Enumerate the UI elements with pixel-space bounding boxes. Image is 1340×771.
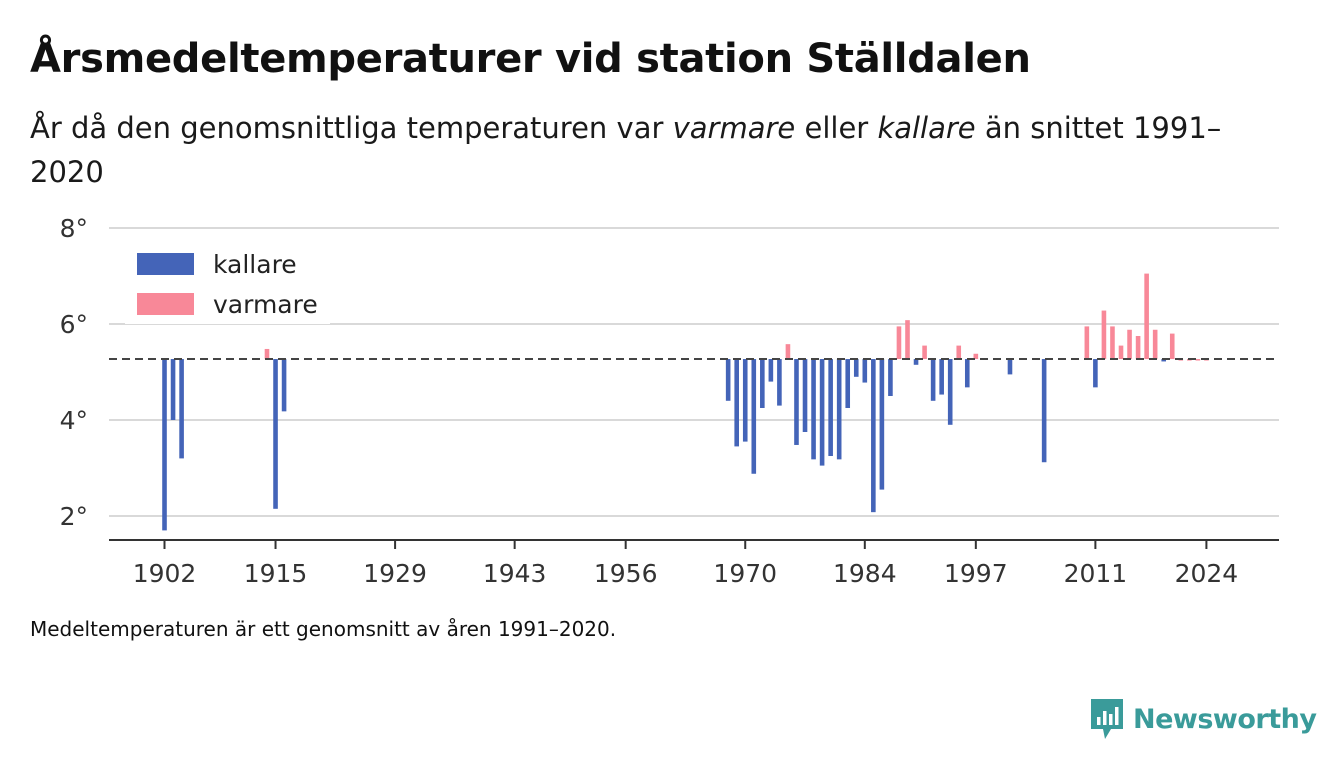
newsworthy-logo-icon <box>1091 699 1123 739</box>
bar-colder-1993 <box>939 359 944 395</box>
bar-colder-1982 <box>845 359 851 408</box>
bar-colder-1969 <box>734 359 740 447</box>
x-tick-label: 1997 <box>944 559 1008 588</box>
legend-swatch-varmare <box>137 293 194 315</box>
chart-title: Årsmedeltemperaturer vid station Ställda… <box>30 36 1031 82</box>
y-axis-labels: 2° 4° 6° 8° <box>60 214 88 531</box>
bar-colder-1974 <box>777 359 782 406</box>
bar-colder-1971 <box>751 359 757 474</box>
bar-colder-1987 <box>888 359 893 396</box>
bar-colder-1968 <box>725 359 731 401</box>
grid-lines <box>109 227 1279 517</box>
brand-name: Newsworthy <box>1133 703 1317 735</box>
bar-colder-1980 <box>828 359 833 456</box>
x-tick-label: 1929 <box>363 559 427 588</box>
bar-colder-1903 <box>170 359 176 420</box>
bar-warmer-2020 <box>1169 333 1175 360</box>
bar-colder-2005 <box>1041 359 1047 463</box>
x-tick-label: 2011 <box>1064 559 1128 588</box>
bar-colder-1996 <box>964 359 970 388</box>
subtitle-text: än snittet 1991–2020 <box>30 111 1222 189</box>
bar-colder-2001 <box>1007 359 1013 375</box>
bar-warmer-1988 <box>896 326 902 360</box>
bar-colder-1992 <box>930 359 936 401</box>
brand-logo: Newsworthy <box>1089 697 1317 741</box>
bar-warmer-2016 <box>1135 336 1141 360</box>
y-tick-label: 4° <box>60 406 88 435</box>
bar-warmer-2012 <box>1101 310 1107 360</box>
bar-colder-1972 <box>760 359 765 408</box>
bar-colder-2019 <box>1161 359 1167 362</box>
bar-colder-1902 <box>162 359 167 531</box>
bar-colder-1984 <box>862 359 868 383</box>
bar-colder-1981 <box>836 359 842 460</box>
bar-colder-1970 <box>742 359 748 442</box>
x-tick-label: 1984 <box>833 559 897 588</box>
subtitle-emphasis-colder: kallare <box>877 111 976 145</box>
bar-colder-1976 <box>794 359 799 445</box>
x-tick-label: 1943 <box>483 559 547 588</box>
subtitle-text: eller <box>795 111 878 145</box>
bar-warmer-2023 <box>1195 359 1201 361</box>
bar-warmer-1991 <box>922 345 927 360</box>
bar-warmer-2017 <box>1144 273 1149 360</box>
bar-warmer-2010 <box>1084 326 1090 360</box>
bar-colder-1979 <box>819 359 825 466</box>
bar-warmer-1995 <box>956 345 962 360</box>
bar-colder-1904 <box>179 359 184 459</box>
bar-colder-1973 <box>768 359 774 382</box>
bar-warmer-1914 <box>264 348 270 360</box>
bar-chart: 2° 4° 6° 8° 1902 1915 1929 1943 1956 1970 1984 199… <box>60 214 1279 588</box>
bar-colder-1977 <box>802 359 808 432</box>
legend-swatch-kallare <box>137 253 194 275</box>
y-tick-label: 6° <box>60 310 88 339</box>
chart-subtitle: År då den genomsnittliga temperaturen va… <box>30 106 1260 194</box>
bar-warmer-2014 <box>1118 345 1124 360</box>
x-axis-ticks: 1902 1915 1929 1943 1956 1970 1984 1997 2011 2024 <box>133 540 1239 588</box>
bar-colder-2011 <box>1093 359 1098 388</box>
footnote: Medeltemperaturen är ett genomsnitt av å… <box>30 617 617 641</box>
legend-label-kallare: kallare <box>213 250 297 279</box>
x-tick-label: 1915 <box>244 559 308 588</box>
subtitle-emphasis-warmer: varmare <box>672 111 796 145</box>
legend-label-varmare: varmare <box>213 290 318 319</box>
bar-colder-1983 <box>853 359 859 377</box>
x-tick-label: 1970 <box>713 559 777 588</box>
bar-warmer-2015 <box>1127 329 1132 360</box>
bar-warmer-1997 <box>973 353 979 360</box>
bar-colder-1986 <box>879 359 885 490</box>
x-tick-label: 1902 <box>133 559 197 588</box>
bar-colder-1915 <box>273 359 278 509</box>
x-tick-label: 1956 <box>594 559 658 588</box>
y-tick-label: 8° <box>60 214 88 243</box>
bar-warmer-1989 <box>905 320 910 360</box>
bar-warmer-1975 <box>785 344 791 360</box>
bar-colder-1990 <box>913 359 919 365</box>
bars <box>162 273 1209 531</box>
x-tick-label: 2024 <box>1175 559 1239 588</box>
bar-warmer-2018 <box>1152 329 1158 360</box>
bar-colder-1994 <box>947 359 953 425</box>
y-tick-label: 2° <box>60 502 88 531</box>
legend: kallare varmare <box>125 240 330 324</box>
bar-warmer-2013 <box>1110 326 1115 360</box>
bar-colder-1978 <box>811 359 816 460</box>
subtitle-text: År då den genomsnittliga temperaturen va… <box>30 111 673 145</box>
bar-colder-1985 <box>871 359 876 513</box>
bar-colder-1916 <box>281 359 287 412</box>
